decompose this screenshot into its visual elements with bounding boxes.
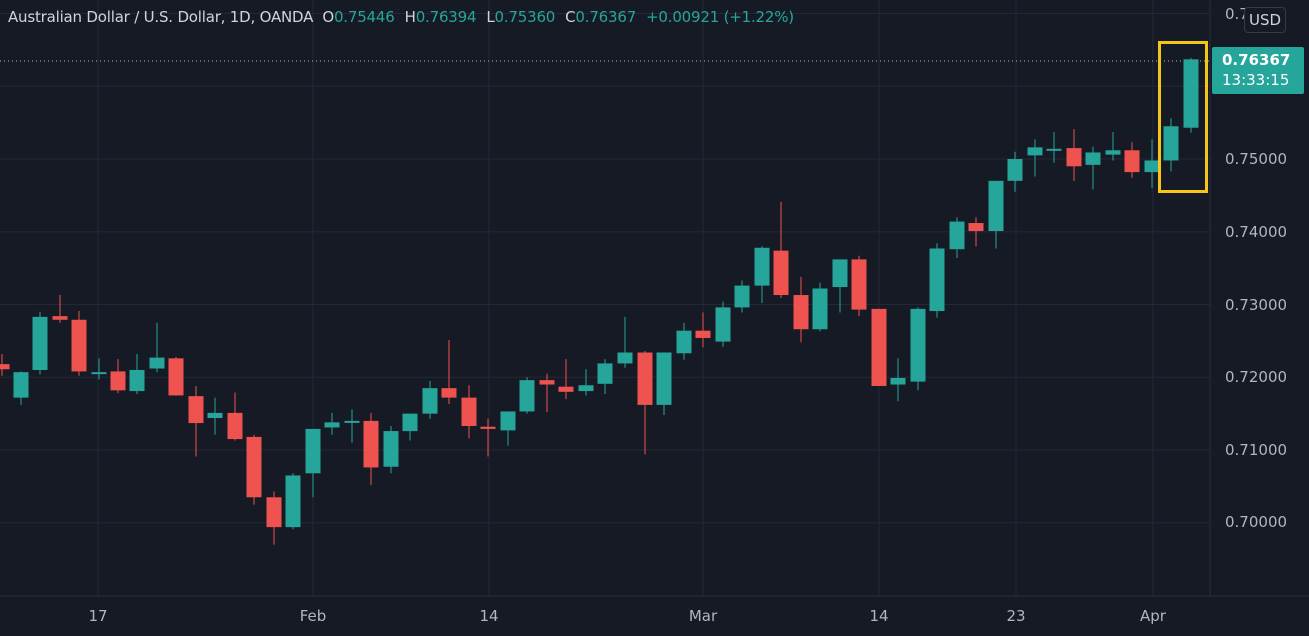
high-label: H xyxy=(404,8,416,26)
candle-up xyxy=(578,385,594,392)
highlight-box xyxy=(1158,41,1208,193)
close-label: C xyxy=(565,8,576,26)
candle-up xyxy=(910,308,926,382)
candle-up xyxy=(715,307,731,342)
candle-up xyxy=(422,388,438,414)
candle-down xyxy=(441,388,457,398)
candle-up xyxy=(305,428,321,474)
candle-up xyxy=(402,413,418,432)
grid-lines xyxy=(0,0,1210,596)
close-value: 0.76367 xyxy=(575,8,637,26)
candle-up xyxy=(1105,150,1121,155)
candle-up xyxy=(519,380,535,412)
price-tick: 0.71000 xyxy=(1225,441,1288,459)
candle-down xyxy=(71,319,87,372)
currency-badge[interactable]: USD xyxy=(1244,7,1286,33)
low-label: L xyxy=(486,8,495,26)
high-value: 0.76394 xyxy=(415,8,477,26)
time-tick: 17 xyxy=(88,607,108,625)
candle-up xyxy=(13,372,29,398)
candle-up xyxy=(988,180,1004,232)
candle-down xyxy=(695,330,711,338)
candle-up xyxy=(500,411,516,431)
candle-down xyxy=(1124,150,1140,173)
candle-down xyxy=(773,250,789,296)
candle-down xyxy=(461,397,477,426)
candle-down xyxy=(188,396,204,424)
candle-up xyxy=(929,248,945,312)
time-tick: Mar xyxy=(688,607,718,625)
candle-up xyxy=(1007,159,1023,181)
time-tick: Apr xyxy=(1140,607,1166,625)
candle-up xyxy=(832,259,848,288)
candle-up xyxy=(1144,160,1160,173)
candle-up xyxy=(324,422,340,428)
price-tick: 0.72000 xyxy=(1225,368,1288,386)
low-value: 0.75360 xyxy=(494,8,556,26)
candle-up xyxy=(656,352,672,405)
candle-down xyxy=(266,497,282,528)
candle-down xyxy=(637,352,653,405)
candle-down xyxy=(227,412,243,440)
candle-up xyxy=(1163,126,1179,161)
candle-up xyxy=(676,330,692,354)
candle-down xyxy=(539,380,555,385)
candle-up xyxy=(617,352,633,364)
current-price: 0.76367 xyxy=(1222,51,1291,69)
candle-series xyxy=(0,57,1199,545)
candle-up xyxy=(1027,147,1043,156)
time-tick: 23 xyxy=(1006,607,1026,625)
candle-up xyxy=(32,316,48,370)
candle-down xyxy=(110,371,126,391)
symbol-legend: Australian Dollar / U.S. Dollar, 1D, OAN… xyxy=(8,8,794,26)
price-tick: 0.73000 xyxy=(1225,296,1288,314)
candle-up xyxy=(812,288,828,330)
candle-down xyxy=(871,308,887,386)
price-tick: 0.70000 xyxy=(1225,513,1288,531)
candle-up xyxy=(890,377,906,385)
candle-up xyxy=(129,369,145,392)
time-tick: 14 xyxy=(479,607,499,625)
candle-up xyxy=(1046,148,1062,151)
open-label: O xyxy=(322,8,334,26)
candle-down xyxy=(480,426,496,429)
time-tick: Feb xyxy=(299,607,327,625)
candle-up xyxy=(207,412,223,418)
candle-down xyxy=(793,295,809,330)
price-tick: 0.75000 xyxy=(1225,150,1288,168)
candle-down xyxy=(1066,148,1082,167)
candle-down xyxy=(246,436,262,498)
bar-countdown: 13:33:15 xyxy=(1222,71,1290,89)
price-tick: 0.74000 xyxy=(1225,223,1288,241)
candle-up xyxy=(1085,152,1101,165)
candle-down xyxy=(0,364,10,370)
candle-down xyxy=(168,358,184,396)
candle-up xyxy=(344,420,360,423)
candle-down xyxy=(968,223,984,232)
candle-down xyxy=(363,420,379,468)
candle-up xyxy=(91,372,107,375)
candle-up xyxy=(734,285,750,308)
time-tick: 14 xyxy=(869,607,889,625)
candle-up xyxy=(1183,59,1199,128)
candle-down xyxy=(558,386,574,392)
candle-down xyxy=(851,259,867,310)
symbol-title: Australian Dollar / U.S. Dollar, 1D, OAN… xyxy=(8,8,314,26)
change-value: +0.00921 (+1.22%) xyxy=(646,8,794,26)
candle-up xyxy=(149,357,165,369)
candle-up xyxy=(597,363,613,384)
candle-up xyxy=(754,247,770,286)
candle-up xyxy=(949,221,965,250)
candle-down xyxy=(52,316,68,320)
candle-up xyxy=(285,475,301,528)
candle-up xyxy=(383,431,399,467)
open-value: 0.75446 xyxy=(333,8,395,26)
current-price-tag: 0.76367 13:33:15 xyxy=(1212,47,1304,94)
